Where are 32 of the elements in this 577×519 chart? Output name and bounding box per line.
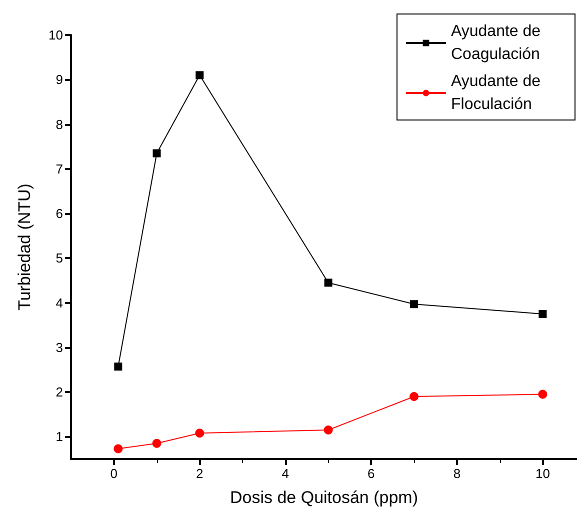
point: [114, 362, 122, 371]
point: [195, 428, 204, 438]
point: [114, 444, 123, 454]
x-tick-label: 8: [453, 466, 461, 481]
x-tick-label: 0: [110, 466, 118, 481]
y-axis-title: Turbiedad (NTU): [15, 184, 34, 310]
y-tick-label: 8: [56, 116, 63, 132]
y-tick-label: 1: [56, 429, 63, 444]
y-tick-label: 10: [48, 28, 63, 42]
point: [196, 71, 204, 80]
legend-label: Ayudante de Floculación: [451, 73, 546, 113]
y-tick-label: 5: [56, 250, 63, 266]
x-tick-label: 6: [368, 466, 375, 481]
point: [410, 392, 419, 402]
y-tick-label: 3: [56, 340, 63, 355]
point: [324, 278, 332, 287]
point: [410, 300, 418, 308]
y-tick-label: 6: [56, 206, 63, 222]
x-tick-label: 4: [282, 466, 290, 481]
x-tick-label: 2: [196, 466, 204, 481]
x-axis-title: Dosis de Quitosán (ppm): [230, 488, 418, 507]
y-tick-label: 2: [56, 384, 63, 400]
legend-label: Ayudante de Coagulación: [451, 23, 546, 63]
point: [538, 390, 548, 399]
point: [324, 425, 333, 434]
point: [538, 310, 547, 318]
point: [152, 149, 161, 158]
point: [152, 438, 162, 448]
x-tick-label: 10: [535, 466, 550, 481]
y-tick-label: 4: [56, 295, 63, 310]
y-tick-label: 7: [56, 161, 63, 176]
y-tick-label: 9: [56, 72, 63, 88]
